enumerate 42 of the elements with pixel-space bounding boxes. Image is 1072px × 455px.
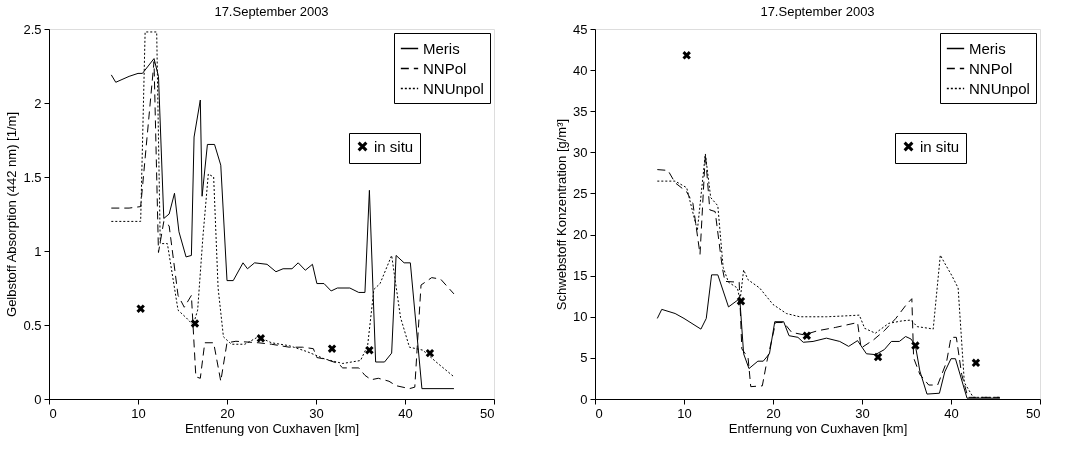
legend-label: in situ bbox=[920, 137, 960, 155]
chart-title: 17.September 2003 bbox=[760, 4, 875, 19]
legend-label: Meris bbox=[969, 39, 1006, 57]
x-tick-label: 10 bbox=[677, 405, 692, 421]
x-tick-label: 30 bbox=[855, 405, 870, 421]
x-tick-label: 0 bbox=[595, 405, 603, 421]
y-axis-title: Schwebstoff Konzentration [g/m³] bbox=[554, 118, 570, 311]
x-axis-title: Entfernung von Cuxhaven [km] bbox=[728, 420, 908, 436]
legend-label: NNPol bbox=[423, 59, 467, 77]
y-axis-title: Gelbstoff Absorption (442 nm) [1/m] bbox=[4, 112, 20, 317]
x-tick-label: 50 bbox=[1026, 405, 1041, 421]
y-tick-label: 0 bbox=[34, 391, 42, 407]
legend-label: in situ bbox=[374, 137, 414, 155]
y-tick-label: 1.5 bbox=[23, 169, 42, 185]
y-tick-label: 40 bbox=[573, 62, 588, 78]
y-tick-label: 35 bbox=[573, 103, 588, 119]
y-tick-label: 5 bbox=[580, 350, 588, 366]
y-tick-label: 1 bbox=[34, 243, 42, 259]
x-tick-label: 40 bbox=[944, 405, 959, 421]
legend-label: NNUnpol bbox=[969, 79, 1030, 97]
y-tick-label: 0 bbox=[580, 391, 588, 407]
x-tick-label: 0 bbox=[49, 405, 57, 421]
y-tick-label: 20 bbox=[573, 227, 588, 243]
y-tick-label: 25 bbox=[573, 185, 588, 201]
x-tick-label: 20 bbox=[220, 405, 235, 421]
y-tick-label: 0.5 bbox=[23, 317, 42, 333]
y-tick-label: 2.5 bbox=[23, 21, 42, 37]
y-tick-label: 15 bbox=[573, 268, 588, 284]
y-tick-label: 45 bbox=[573, 21, 588, 37]
legend-label: NNUnpol bbox=[423, 79, 484, 97]
x-tick-label: 50 bbox=[480, 405, 495, 421]
y-tick-label: 2 bbox=[34, 95, 42, 111]
y-tick-label: 30 bbox=[573, 144, 588, 160]
legend-label: Meris bbox=[423, 39, 460, 57]
x-tick-label: 10 bbox=[131, 405, 146, 421]
x-axis-title: Entfenung von Cuxhaven [km] bbox=[184, 420, 360, 436]
x-tick-label: 40 bbox=[398, 405, 413, 421]
x-tick-label: 30 bbox=[309, 405, 324, 421]
x-tick-label: 20 bbox=[766, 405, 781, 421]
legend-label: NNPol bbox=[969, 59, 1013, 77]
y-tick-label: 10 bbox=[573, 309, 588, 325]
chart-title: 17.September 2003 bbox=[214, 4, 329, 19]
